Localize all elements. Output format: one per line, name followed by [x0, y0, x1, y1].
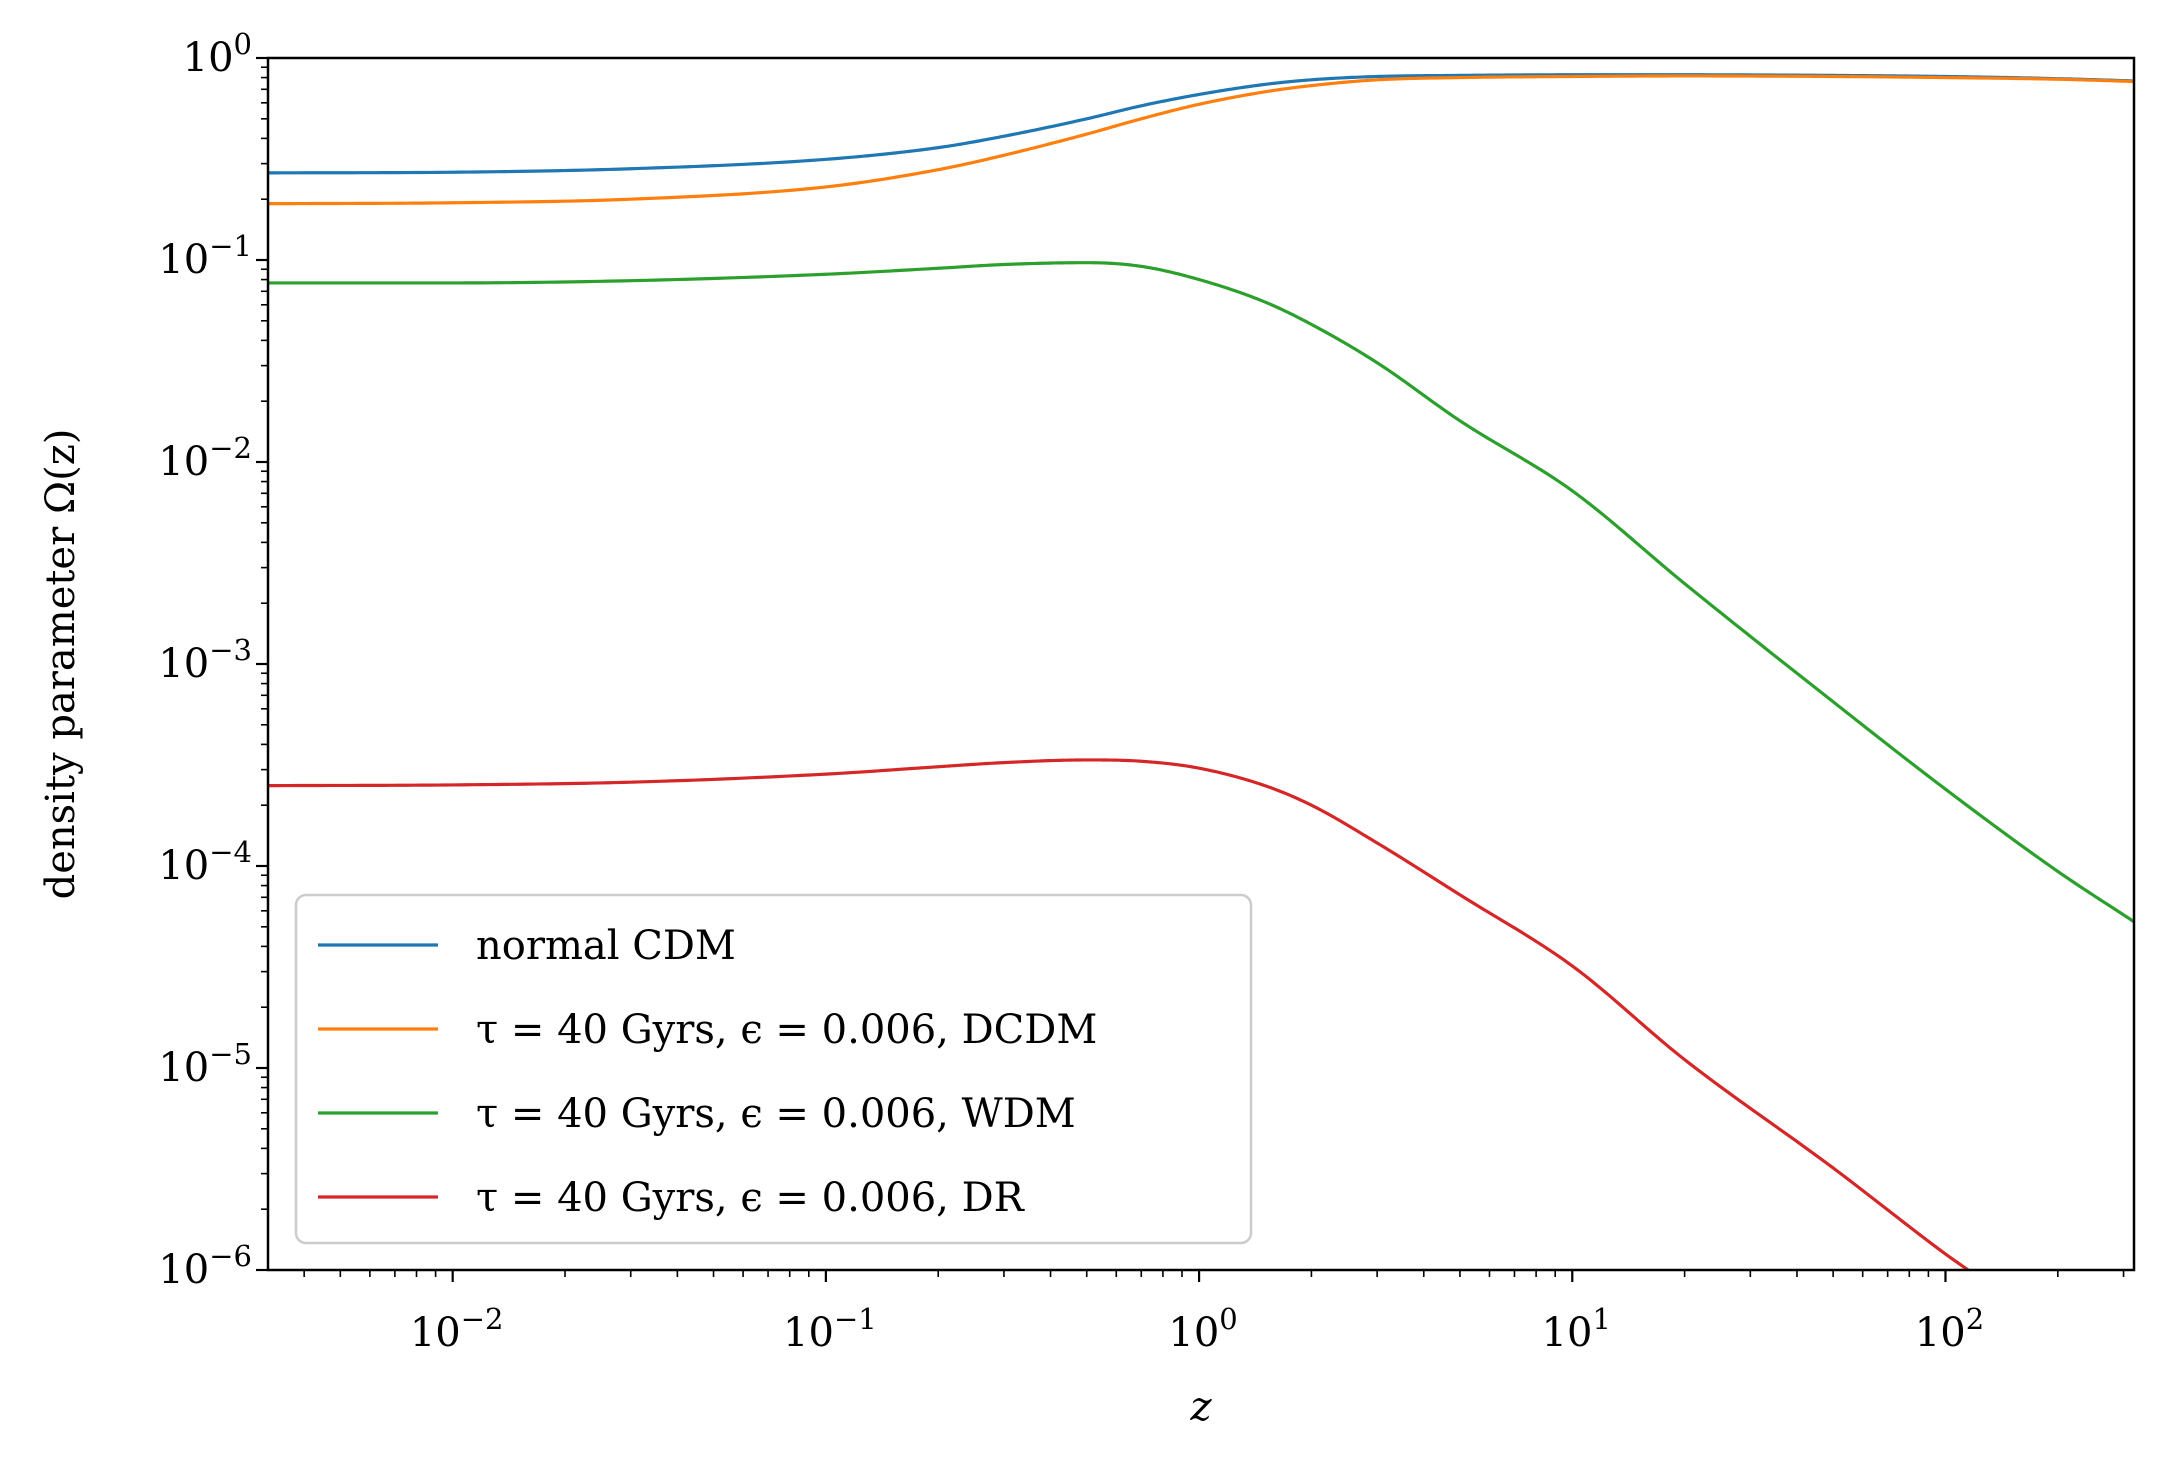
legend-label-2: τ = 40 Gyrs, ϵ = 0.006, DCDM [476, 1007, 1097, 1053]
y-tick-label: 10−4 [158, 835, 252, 889]
y-axis-label: density parameter Ω(z) [38, 429, 84, 900]
series-line-3 [268, 261, 2134, 924]
y-tick-labels: 100 10−1 10−2 10−3 10−4 10−5 10−6 [158, 27, 252, 1293]
y-tick-label: 10−5 [158, 1037, 252, 1091]
series-line-2 [268, 74, 2134, 206]
series-line-4 [268, 758, 1970, 1270]
x-tick-label: 102 [1915, 1302, 1984, 1356]
legend: normal CDM τ = 40 Gyrs, ϵ = 0.006, DCDM τ … [294, 893, 1253, 1245]
x-tick-label: 10−2 [410, 1302, 504, 1356]
major-ticks [256, 56, 1947, 1282]
plot-frame [266, 56, 2136, 1272]
legend-label-4: τ = 40 Gyrs, ϵ = 0.006, DR [476, 1175, 1026, 1221]
legend-box [294, 893, 1253, 1245]
y-tick-label: 10−6 [158, 1239, 252, 1293]
x-tick-labels: 10−2 10−1 100 101 102 [410, 1302, 1984, 1356]
series-layer [268, 73, 2134, 1270]
y-tick-label: 10−3 [158, 633, 252, 687]
x-tick-label: 100 [1168, 1302, 1237, 1356]
x-tick-label: 101 [1542, 1302, 1611, 1356]
legend-label-1: normal CDM [476, 923, 736, 969]
y-tick-label: 100 [183, 27, 252, 81]
y-tick-label: 10−1 [158, 229, 252, 283]
x-axis-label: z [1189, 1384, 1212, 1430]
y-tick-label: 10−2 [158, 431, 252, 485]
legend-label-3: τ = 40 Gyrs, ϵ = 0.006, WDM [476, 1091, 1076, 1137]
x-tick-label: 10−1 [783, 1302, 877, 1356]
